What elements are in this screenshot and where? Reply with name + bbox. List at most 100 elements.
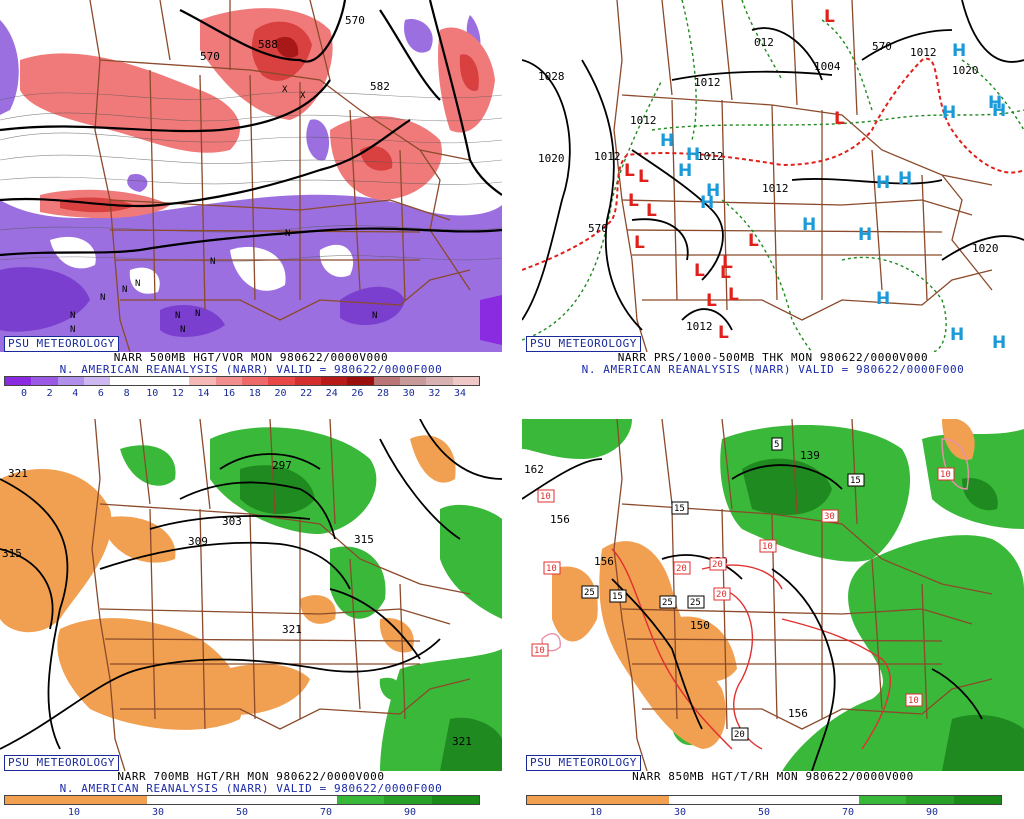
colorbar-swatch <box>906 796 954 804</box>
svg-text:25: 25 <box>662 598 673 608</box>
svg-text:N: N <box>285 229 290 239</box>
map-500mb: 570 570 582 588 N N N N N N N N N N N X … <box>0 0 502 352</box>
panel-700mb: 321 297 303 309 315 315 321 321 PSU METE… <box>0 419 502 819</box>
svg-text:N: N <box>70 325 75 335</box>
svg-text:X: X <box>300 91 306 101</box>
temperature-label: 10 <box>905 693 923 707</box>
colorbar-tick: 16 <box>223 388 236 399</box>
colorbar-tick: 0 <box>20 388 28 399</box>
colorbar-tick: 10 <box>146 388 159 399</box>
temperature-label: 15 <box>671 501 689 515</box>
colorbar-swatch <box>384 796 432 804</box>
colorbar-tick: 6 <box>97 388 104 399</box>
svg-text:20: 20 <box>734 730 745 740</box>
colorbar-tick: 50 <box>235 807 249 818</box>
svg-text:1012: 1012 <box>630 114 657 127</box>
high-pressure-icon: H <box>898 169 912 189</box>
svg-text:25: 25 <box>690 598 701 608</box>
caption-product: NARR 500MB HGT/VOR MON 980622/0000V000 <box>113 351 389 364</box>
colorbar-swatch <box>320 377 348 385</box>
temperature-label: 15 <box>847 473 865 487</box>
colorbar-swatch <box>452 377 479 385</box>
contour-label-582a: 582 <box>370 80 390 93</box>
svg-text:1012: 1012 <box>910 46 937 59</box>
svg-text:N: N <box>70 311 75 321</box>
colorbar-tick: 70 <box>841 807 855 818</box>
dry-air-fill <box>0 435 456 730</box>
high-pressure-icon: H <box>876 173 890 193</box>
svg-text:309: 309 <box>188 535 208 548</box>
panel-850mb: 162 156 156 150 150 156 139 515151525252… <box>522 419 1024 819</box>
height-contours <box>0 419 502 750</box>
colorbar-tick: 12 <box>171 388 184 399</box>
temperature-label: 20 <box>709 557 727 571</box>
psu-meteorology-label: PSU METEOROLOGY <box>526 336 641 352</box>
colorbar-swatch <box>289 796 337 804</box>
colorbar-swatch <box>110 377 137 385</box>
temperature-label: 10 <box>759 539 777 553</box>
svg-text:1020: 1020 <box>538 152 565 165</box>
svg-text:N: N <box>210 257 215 267</box>
svg-text:10: 10 <box>546 564 557 574</box>
colorbar-swatch <box>162 377 190 385</box>
low-pressure-icon: L <box>834 109 845 129</box>
colorbar-swatch <box>136 377 163 385</box>
height-contours <box>522 458 983 771</box>
colorbar-tick: 90 <box>403 807 417 818</box>
low-pressure-icon: L <box>720 263 731 283</box>
svg-text:321: 321 <box>452 735 472 748</box>
temperature-label: 25 <box>687 595 705 609</box>
temperature-label: 20 <box>713 587 731 601</box>
psu-meteorology-label: PSU METEOROLOGY <box>526 755 641 771</box>
colorbar-tick: 22 <box>300 388 313 399</box>
colorbar-swatch <box>57 377 84 385</box>
colorbar-swatch <box>31 377 58 385</box>
dry-air-fill <box>552 419 975 749</box>
colorbar-swatch <box>858 796 907 804</box>
colorbar-tick: 50 <box>757 807 771 818</box>
colorbar-swatch <box>5 796 53 804</box>
svg-text:1012: 1012 <box>762 182 789 195</box>
contour-label-570b: 570 <box>200 50 220 63</box>
svg-text:1028: 1028 <box>538 70 565 83</box>
colorbar-swatch <box>241 377 269 385</box>
low-pressure-icon: L <box>646 201 657 221</box>
panel-pressure: 1028 1020 1012 1012 1012 1012 1004 1012 … <box>522 0 1024 400</box>
svg-text:10: 10 <box>534 646 545 656</box>
colorbar-swatch <box>336 796 385 804</box>
svg-text:N: N <box>175 311 180 321</box>
colorbar-ticks: 10 30 50 70 90 <box>4 807 480 819</box>
svg-text:10: 10 <box>940 470 951 480</box>
colorbar-swatch <box>194 796 243 804</box>
temperature-label: 10 <box>531 643 549 657</box>
svg-text:321: 321 <box>282 623 302 636</box>
temperature-label: 25 <box>581 585 599 599</box>
height-contours <box>0 0 502 257</box>
caption-valid: N. AMERICAN REANALYSIS (NARR) VALID = 98… <box>59 363 443 376</box>
colorbar-swatch <box>716 796 765 804</box>
colorbar-tick: 32 <box>428 388 441 399</box>
isobars <box>522 0 1024 331</box>
high-pressure-icon: H <box>876 289 890 309</box>
colorbar-tick: 24 <box>325 388 338 399</box>
colorbar-tick: 2 <box>46 388 53 399</box>
caption-product: NARR 700MB HGT/RH MON 980622/0000V000 <box>117 770 385 783</box>
contour-label-570a: 570 <box>345 14 365 27</box>
high-pressure-icon: H <box>952 41 966 61</box>
svg-text:5: 5 <box>774 440 779 450</box>
colorbar-swatch <box>764 796 812 804</box>
colorbar-swatch <box>147 796 195 804</box>
low-pressure-icon: L <box>728 285 739 305</box>
svg-text:1012: 1012 <box>697 150 724 163</box>
colorbar-swatch <box>527 796 575 804</box>
temperature-label: 25 <box>659 595 677 609</box>
low-pressure-icon: L <box>722 253 733 273</box>
political-boundaries <box>91 419 471 771</box>
svg-text:1012: 1012 <box>694 76 721 89</box>
svg-text:156: 156 <box>594 555 614 568</box>
colorbar-swatch <box>242 796 290 804</box>
low-pressure-icon: L <box>638 167 649 187</box>
political-boundaries <box>89 0 471 352</box>
colorbar-swatch <box>426 377 453 385</box>
